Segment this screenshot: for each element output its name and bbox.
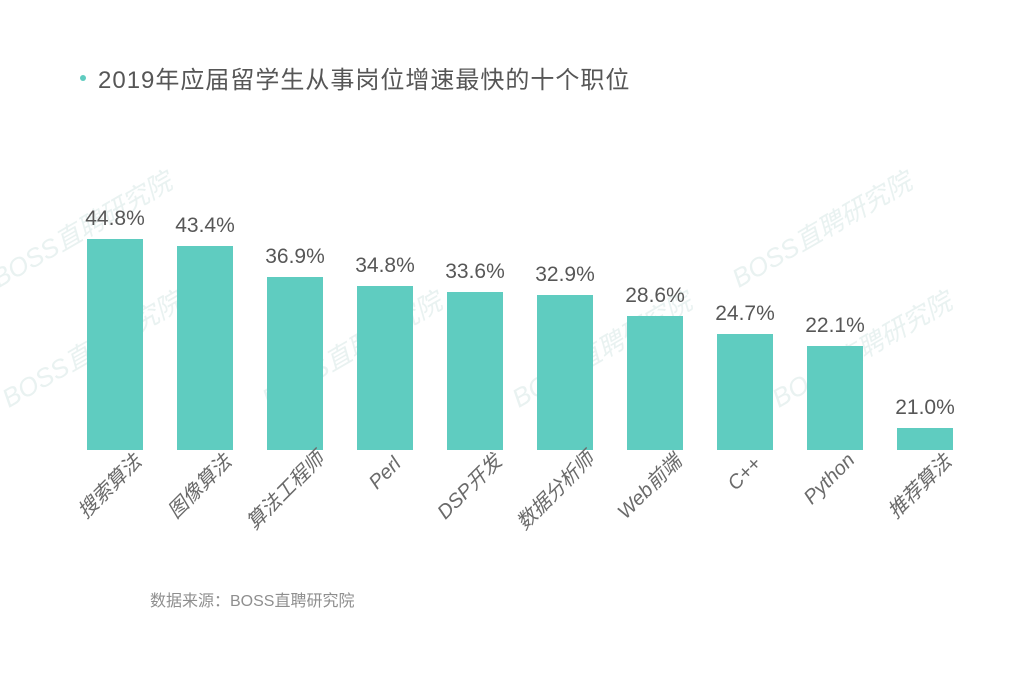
bar-value-label: 33.6%: [445, 260, 505, 284]
x-label-column: 搜索算法: [70, 450, 160, 530]
x-label-column: Perl: [340, 450, 430, 530]
x-label-column: DSP开发: [430, 450, 520, 530]
bar-column: 33.6%: [430, 260, 520, 450]
x-axis-label: DSP开发: [429, 447, 507, 525]
bar-rect: [177, 246, 233, 450]
x-label-column: 推荐算法: [880, 450, 970, 530]
bar-value-label: 21.0%: [895, 396, 955, 420]
bars-container: 44.8% 43.4% 36.9% 34.8% 33.6% 32.9% 28.6% 24.7%…: [70, 150, 970, 450]
bar-column: 34.8%: [340, 254, 430, 450]
x-axis-label: Perl: [365, 453, 406, 494]
bar-rect: [807, 346, 863, 450]
bar-column: 22.1%: [790, 314, 880, 450]
bar-value-label: 34.8%: [355, 254, 415, 278]
x-axis-label: 推荐算法: [880, 447, 957, 524]
x-axis-label: 搜索算法: [70, 447, 147, 524]
x-axis-label: Python: [800, 449, 860, 509]
bar-value-label: 43.4%: [175, 214, 235, 238]
bar-column: 28.6%: [610, 284, 700, 450]
bar-rect: [87, 239, 143, 450]
x-axis-label: Web前端: [609, 447, 687, 525]
x-label-column: C++: [700, 450, 790, 530]
bar-rect: [357, 286, 413, 450]
x-label-column: Web前端: [610, 450, 700, 530]
x-axis-label: 算法工程师: [238, 444, 329, 535]
bar-rect: [267, 277, 323, 450]
data-source-caption: 数据来源：BOSS直聘研究院: [150, 587, 354, 611]
x-axis-label: 图像算法: [160, 447, 237, 524]
bar-column: 21.0%: [880, 396, 970, 450]
x-axis-label: 数据分析师: [508, 444, 599, 535]
bar-value-label: 36.9%: [265, 245, 325, 269]
bar-value-label: 22.1%: [805, 314, 865, 338]
bar-rect: [627, 316, 683, 450]
bar-rect: [447, 292, 503, 450]
x-axis-labels: 搜索算法图像算法算法工程师 Perl DSP开发数据分析师Web前端 C++ Pytho…: [70, 450, 970, 530]
bar-value-label: 24.7%: [715, 302, 775, 326]
x-axis-label: C++: [724, 453, 767, 496]
x-label-column: 算法工程师: [250, 450, 340, 530]
bar-rect: [897, 428, 953, 450]
chart-title: 2019年应届留学生从事岗位增速最快的十个职位: [98, 60, 630, 95]
x-label-column: 数据分析师: [520, 450, 610, 530]
x-label-column: Python: [790, 450, 880, 530]
title-bullet-icon: [80, 75, 86, 81]
bar-rect: [537, 295, 593, 450]
bar-column: 43.4%: [160, 214, 250, 450]
bar-value-label: 28.6%: [625, 284, 685, 308]
bar-value-label: 32.9%: [535, 263, 595, 287]
x-label-column: 图像算法: [160, 450, 250, 530]
bar-column: 32.9%: [520, 263, 610, 450]
bar-value-label: 44.8%: [85, 207, 145, 231]
bar-column: 24.7%: [700, 302, 790, 450]
bar-column: 44.8%: [70, 207, 160, 450]
bar-chart: 44.8% 43.4% 36.9% 34.8% 33.6% 32.9% 28.6% 24.7%…: [70, 150, 970, 530]
bar-rect: [717, 334, 773, 450]
chart-title-row: 2019年应届留学生从事岗位增速最快的十个职位: [80, 60, 630, 95]
bar-column: 36.9%: [250, 245, 340, 450]
